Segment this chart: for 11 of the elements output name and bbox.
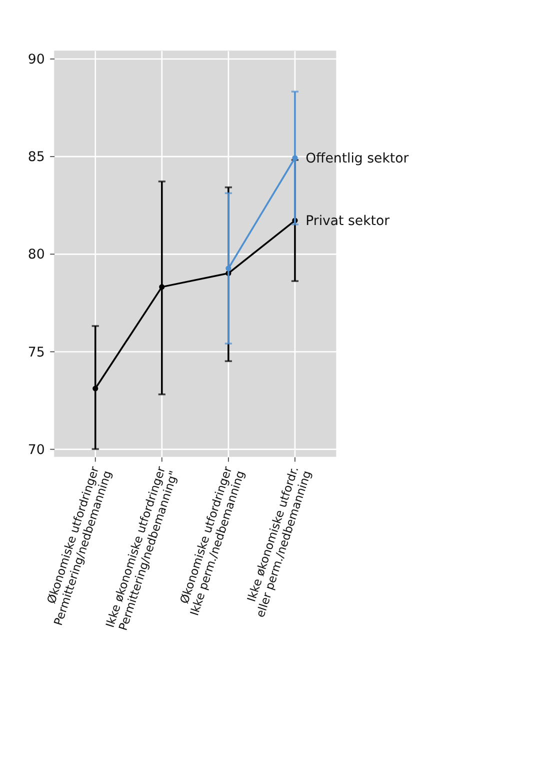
y-tick-label: 80 — [28, 248, 45, 263]
point — [92, 386, 98, 392]
series-label: Offentlig sektor — [306, 151, 410, 166]
point — [292, 155, 298, 161]
y-tick-label: 75 — [28, 345, 45, 360]
series-label: Privat sektor — [306, 214, 390, 229]
y-tick-label: 70 — [28, 442, 45, 458]
y-tick-label: 85 — [28, 150, 45, 165]
y-tick-label: 90 — [28, 52, 45, 68]
point — [226, 266, 232, 272]
point — [159, 284, 165, 290]
